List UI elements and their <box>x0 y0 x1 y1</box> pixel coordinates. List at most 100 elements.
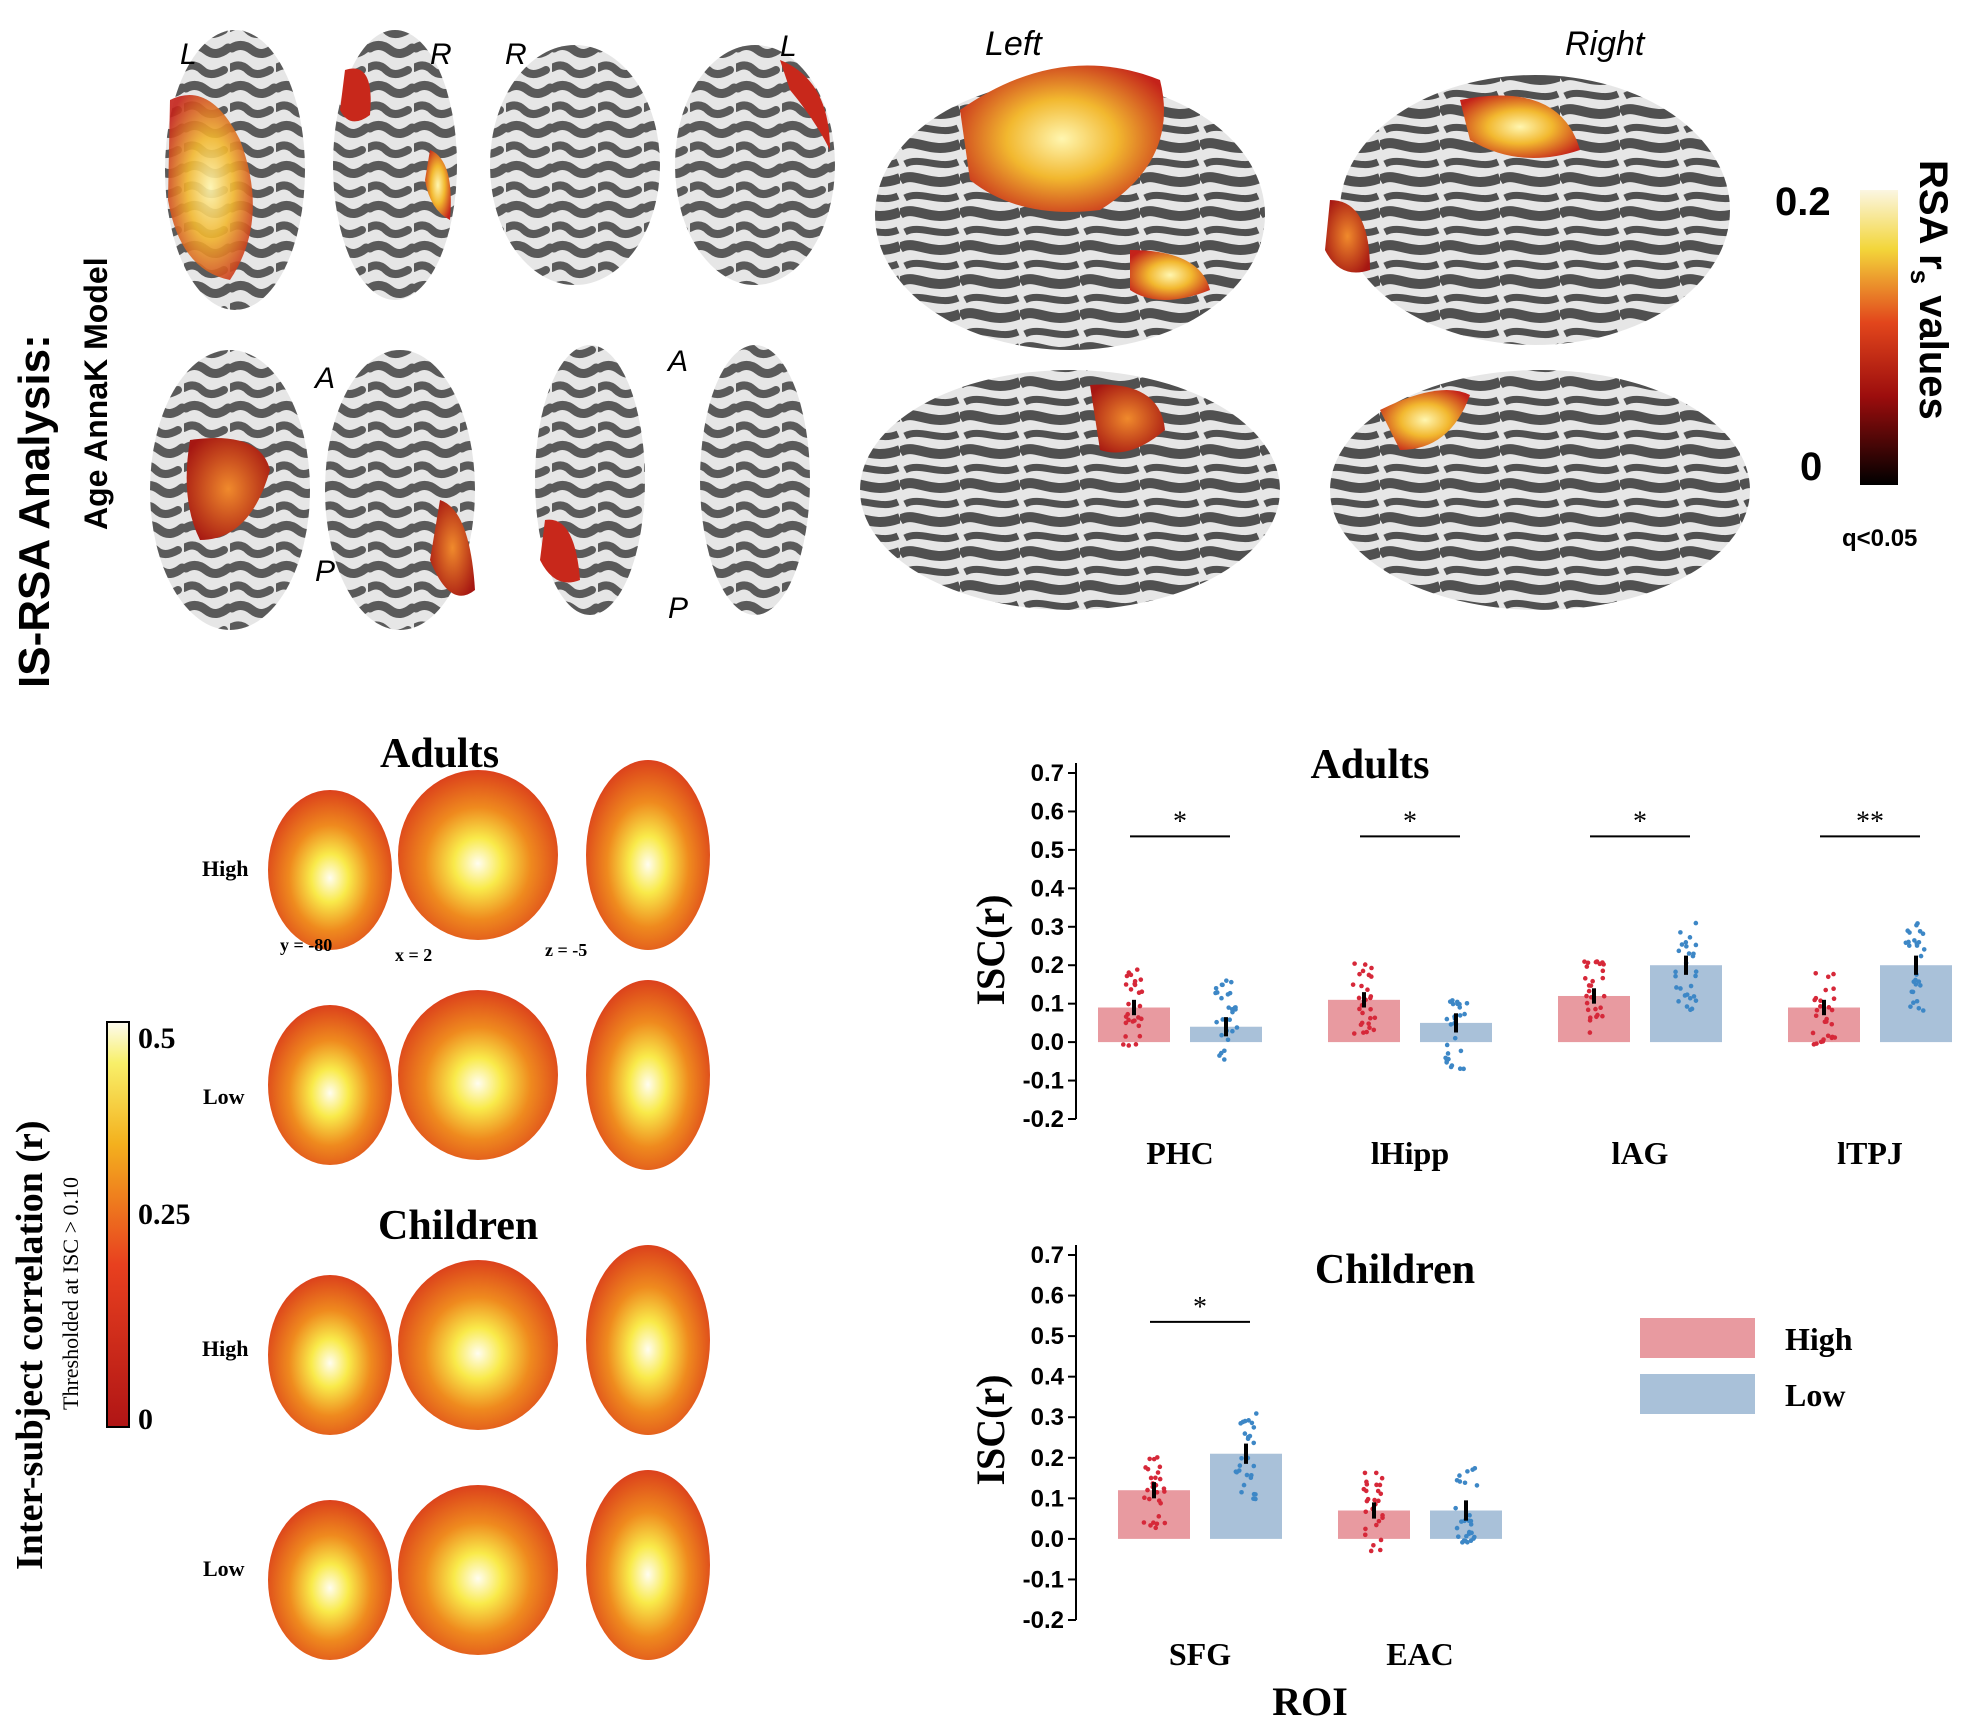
row-label-child-low: Low <box>203 1556 245 1581</box>
point-low <box>1455 1534 1461 1539</box>
y-tick-label: 0.1 <box>1031 991 1064 1018</box>
point-low <box>1468 1522 1474 1527</box>
y-tick-label: 0.6 <box>1031 1283 1064 1310</box>
point-low <box>1464 1533 1469 1539</box>
brain-medial-left <box>860 370 1280 610</box>
point-high <box>1123 1014 1129 1019</box>
point-high <box>1825 974 1831 980</box>
y-tick-label: 0.2 <box>1031 1445 1064 1472</box>
point-low <box>1225 1037 1231 1043</box>
point-low <box>1237 1463 1243 1468</box>
point-high <box>1352 961 1357 966</box>
row-label-adult-high: High <box>202 856 249 881</box>
category-label: lHipp <box>1371 1135 1449 1171</box>
point-low <box>1458 1048 1464 1054</box>
point-low <box>1472 1466 1478 1471</box>
point-low <box>1909 989 1915 995</box>
category-label: PHC <box>1146 1135 1214 1171</box>
legend-swatch-high <box>1640 1318 1755 1358</box>
point-low <box>1247 1433 1253 1439</box>
point-low <box>1462 1011 1467 1017</box>
point-high <box>1366 1021 1371 1026</box>
point-low <box>1914 998 1920 1004</box>
point-low <box>1465 1539 1470 1545</box>
chart-title: Adults <box>1310 742 1429 788</box>
brain-lateral-right <box>1340 75 1730 345</box>
point-high <box>1368 994 1374 999</box>
point-high <box>1831 986 1836 991</box>
point-high <box>1133 1042 1139 1047</box>
point-low <box>1453 1505 1458 1511</box>
point-high <box>1365 987 1370 993</box>
category-label: EAC <box>1386 1636 1454 1672</box>
orient-A2: A <box>668 345 689 378</box>
point-low <box>1693 998 1699 1003</box>
coord-z: z = -5 <box>545 940 588 960</box>
point-high <box>1162 1489 1167 1494</box>
point-high <box>1601 993 1607 999</box>
point-high <box>1822 1019 1828 1025</box>
point-low <box>1918 953 1924 959</box>
y-tick-label: 0.5 <box>1031 1323 1064 1350</box>
point-high <box>1587 1030 1593 1035</box>
category-label: lTPJ <box>1837 1135 1903 1171</box>
y-tick-label: -0.1 <box>1023 1566 1064 1593</box>
point-high <box>1356 995 1362 1001</box>
point-high <box>1812 997 1817 1003</box>
point-high <box>1372 1497 1377 1503</box>
point-low <box>1457 1473 1462 1478</box>
y-tick-label: 0.0 <box>1031 1526 1064 1553</box>
point-low <box>1465 1469 1470 1474</box>
point-low <box>1454 999 1460 1005</box>
isc-cbar-tick-mid: 0.25 <box>138 1198 191 1231</box>
point-low <box>1459 1519 1464 1524</box>
point-low <box>1912 938 1917 943</box>
y-axis-label: ISC(r) <box>968 1374 1013 1485</box>
point-high <box>1157 1476 1163 1482</box>
point-low <box>1224 978 1229 983</box>
point-low <box>1686 951 1692 956</box>
point-high <box>1585 960 1591 966</box>
y-tick-label: 0.4 <box>1031 875 1065 902</box>
point-high <box>1810 1030 1816 1036</box>
point-low <box>1239 1489 1244 1495</box>
significance-mark: * <box>1403 806 1417 837</box>
point-high <box>1359 983 1364 989</box>
point-low <box>1693 942 1699 948</box>
y-tick-label: 0.3 <box>1031 1404 1064 1431</box>
significance-mark: * <box>1173 806 1187 837</box>
orient-R1: R <box>430 38 452 71</box>
point-low <box>1444 1058 1450 1064</box>
point-high <box>1594 1014 1599 1020</box>
point-low <box>1450 998 1455 1003</box>
point-high <box>1358 1022 1364 1028</box>
y-tick-label: -0.2 <box>1023 1106 1064 1133</box>
point-low <box>1251 1463 1257 1469</box>
brain-post-right <box>700 345 810 615</box>
point-high <box>1364 1498 1370 1504</box>
point-high <box>1377 1482 1383 1488</box>
point-high <box>1357 1006 1362 1012</box>
point-high <box>1147 1456 1152 1462</box>
point-low <box>1230 1009 1235 1015</box>
legend-label-high: High <box>1785 1321 1853 1357</box>
point-low <box>1251 1425 1257 1430</box>
point-high <box>1138 977 1144 982</box>
point-low <box>1679 942 1685 947</box>
point-high <box>1826 1005 1832 1010</box>
point-low <box>1693 973 1698 979</box>
point-high <box>1123 982 1129 987</box>
point-low <box>1251 1440 1257 1446</box>
point-low <box>1234 1469 1240 1475</box>
point-high <box>1586 983 1592 988</box>
point-low <box>1249 1420 1255 1426</box>
point-low <box>1921 947 1927 952</box>
point-high <box>1825 1033 1831 1039</box>
hemi-right-label: Right <box>1565 25 1645 63</box>
y-tick-label: 0.0 <box>1031 1029 1064 1056</box>
y-tick-label: 0.4 <box>1031 1364 1065 1391</box>
point-low <box>1246 1418 1251 1423</box>
point-low <box>1690 953 1696 959</box>
